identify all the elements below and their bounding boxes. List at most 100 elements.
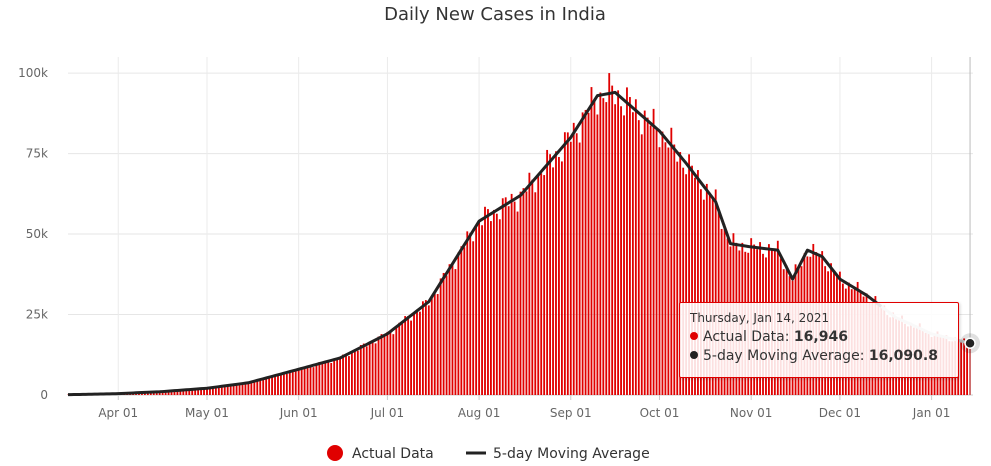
daily-bar[interactable] — [699, 189, 702, 395]
daily-bar[interactable] — [549, 154, 551, 395]
daily-bar[interactable] — [963, 338, 966, 395]
daily-bar[interactable] — [498, 219, 501, 395]
daily-bar[interactable] — [291, 370, 294, 395]
daily-bar[interactable] — [652, 108, 655, 396]
daily-bar[interactable] — [637, 120, 640, 395]
daily-bar[interactable] — [226, 385, 229, 395]
daily-bar[interactable] — [516, 211, 519, 395]
daily-bar[interactable] — [188, 389, 191, 395]
daily-bar[interactable] — [546, 149, 549, 395]
daily-bar[interactable] — [593, 99, 596, 396]
daily-bar[interactable] — [560, 161, 563, 395]
daily-bar[interactable] — [383, 336, 386, 395]
daily-bar[interactable] — [537, 173, 540, 395]
moving-average-path[interactable] — [67, 90, 883, 397]
daily-bar[interactable] — [253, 380, 256, 395]
daily-bar[interactable] — [466, 231, 469, 395]
daily-bar[interactable] — [643, 110, 646, 395]
daily-bar[interactable] — [209, 387, 211, 395]
daily-bar[interactable] — [238, 383, 241, 395]
daily-bar[interactable] — [504, 197, 507, 395]
daily-bar[interactable] — [404, 316, 407, 395]
daily-bar[interactable] — [324, 361, 327, 395]
daily-bar[interactable] — [463, 247, 466, 395]
daily-bar[interactable] — [605, 102, 608, 395]
daily-bar[interactable] — [691, 165, 693, 395]
daily-bar[interactable] — [623, 115, 625, 396]
daily-bar[interactable] — [667, 147, 670, 395]
daily-bar[interactable] — [661, 131, 664, 395]
daily-bar[interactable] — [649, 125, 652, 396]
daily-bar[interactable] — [442, 272, 445, 395]
daily-bar[interactable] — [620, 106, 622, 396]
daily-bar[interactable] — [419, 311, 421, 395]
daily-bar[interactable] — [345, 353, 347, 395]
daily-bar[interactable] — [413, 313, 415, 395]
daily-bar[interactable] — [353, 350, 356, 395]
daily-bar[interactable] — [212, 387, 214, 395]
daily-bar[interactable] — [200, 388, 202, 395]
daily-bar[interactable] — [492, 209, 495, 395]
daily-bar[interactable] — [507, 206, 510, 395]
daily-bar[interactable] — [164, 391, 167, 395]
daily-bar[interactable] — [679, 152, 682, 395]
daily-bar[interactable] — [555, 151, 557, 395]
daily-bar[interactable] — [386, 331, 389, 395]
daily-bar[interactable] — [590, 87, 593, 395]
daily-bar[interactable] — [563, 132, 566, 395]
daily-bar[interactable] — [436, 294, 439, 395]
daily-bar[interactable] — [421, 301, 424, 395]
daily-bar[interactable] — [265, 377, 268, 395]
daily-bar[interactable] — [448, 264, 451, 395]
daily-bar[interactable] — [309, 366, 312, 395]
daily-bar[interactable] — [327, 361, 330, 395]
average-point-marker[interactable] — [964, 337, 976, 349]
daily-bar[interactable] — [445, 275, 448, 395]
daily-bar[interactable] — [587, 112, 590, 396]
daily-bar[interactable] — [271, 376, 273, 395]
daily-bar[interactable] — [203, 388, 205, 395]
daily-bar[interactable] — [599, 92, 602, 395]
daily-bar[interactable] — [430, 296, 433, 395]
daily-bar[interactable] — [966, 344, 968, 395]
daily-bar[interactable] — [241, 383, 244, 395]
daily-bar[interactable] — [608, 73, 611, 395]
daily-bar[interactable] — [374, 343, 377, 395]
daily-bar[interactable] — [634, 99, 637, 396]
daily-bar[interactable] — [235, 383, 238, 395]
daily-bar[interactable] — [161, 391, 164, 395]
daily-bar[interactable] — [191, 389, 194, 395]
daily-bar[interactable] — [368, 342, 371, 395]
daily-bar[interactable] — [206, 388, 208, 395]
daily-bar[interactable] — [424, 300, 427, 395]
daily-bar[interactable] — [333, 359, 336, 395]
daily-bar[interactable] — [167, 391, 170, 395]
daily-bar[interactable] — [487, 209, 489, 395]
daily-bar[interactable] — [250, 382, 253, 395]
daily-bar[interactable] — [318, 362, 321, 395]
daily-bar[interactable] — [176, 390, 179, 395]
daily-bar[interactable] — [596, 114, 599, 396]
daily-bar[interactable] — [711, 198, 714, 395]
daily-bar[interactable] — [602, 98, 605, 395]
daily-bar[interactable] — [321, 363, 324, 395]
legend-item-average[interactable]: 5-day Moving Average — [466, 446, 650, 462]
daily-bar[interactable] — [694, 177, 696, 395]
daily-bar[interactable] — [490, 221, 492, 395]
daily-bar[interactable] — [469, 232, 472, 395]
daily-bar[interactable] — [578, 142, 581, 395]
daily-bar[interactable] — [288, 371, 291, 395]
daily-bar[interactable] — [303, 368, 306, 395]
daily-bar[interactable] — [534, 192, 537, 395]
daily-bar[interactable] — [614, 104, 617, 395]
daily-bar[interactable] — [960, 340, 963, 395]
daily-bar[interactable] — [158, 391, 161, 395]
daily-bar[interactable] — [306, 366, 309, 395]
daily-bar[interactable] — [664, 142, 667, 395]
daily-bar[interactable] — [478, 221, 481, 395]
daily-bar[interactable] — [611, 85, 614, 396]
daily-bar[interactable] — [501, 198, 504, 395]
daily-bar[interactable] — [259, 379, 262, 395]
daily-bar[interactable] — [714, 189, 717, 395]
